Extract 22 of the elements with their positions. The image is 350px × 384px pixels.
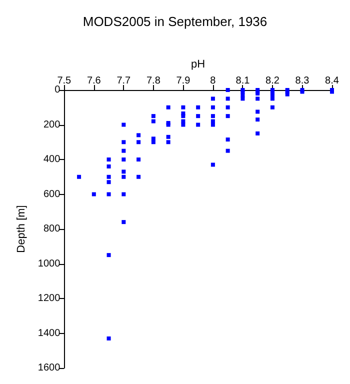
x-tick-label: 7.9 [176,76,191,86]
y-tick-label: 1400 [38,328,61,339]
x-tick-label: 8.3 [295,76,310,86]
x-tick-label: 7.8 [146,76,161,86]
y-tick-label: 200 [43,119,61,130]
y-tick-label: 600 [43,188,61,200]
chart-title: MODS2005 in September, 1936 [82,14,268,29]
x-tick-label: 7.7 [116,76,132,86]
x-tick-label: 7.5 [57,76,72,86]
x-axis-title: pH [191,58,206,70]
y-tick-label: 400 [43,154,61,165]
y-axis-title: Depth [m] [16,205,28,253]
y-tick-label: 1600 [38,362,61,374]
x-tick-label: 8.1 [236,76,250,86]
y-tick-label: 0 [54,84,61,96]
y-tick-label: 1200 [38,293,61,304]
x-tick-label: 8 [210,76,216,86]
y-tick-label: 800 [43,224,61,234]
x-tick-label: 8.4 [325,76,340,86]
x-tick-label: 8.2 [266,76,280,86]
x-tick-label: 7.6 [86,76,102,86]
y-tick-label: 1000 [38,258,61,270]
